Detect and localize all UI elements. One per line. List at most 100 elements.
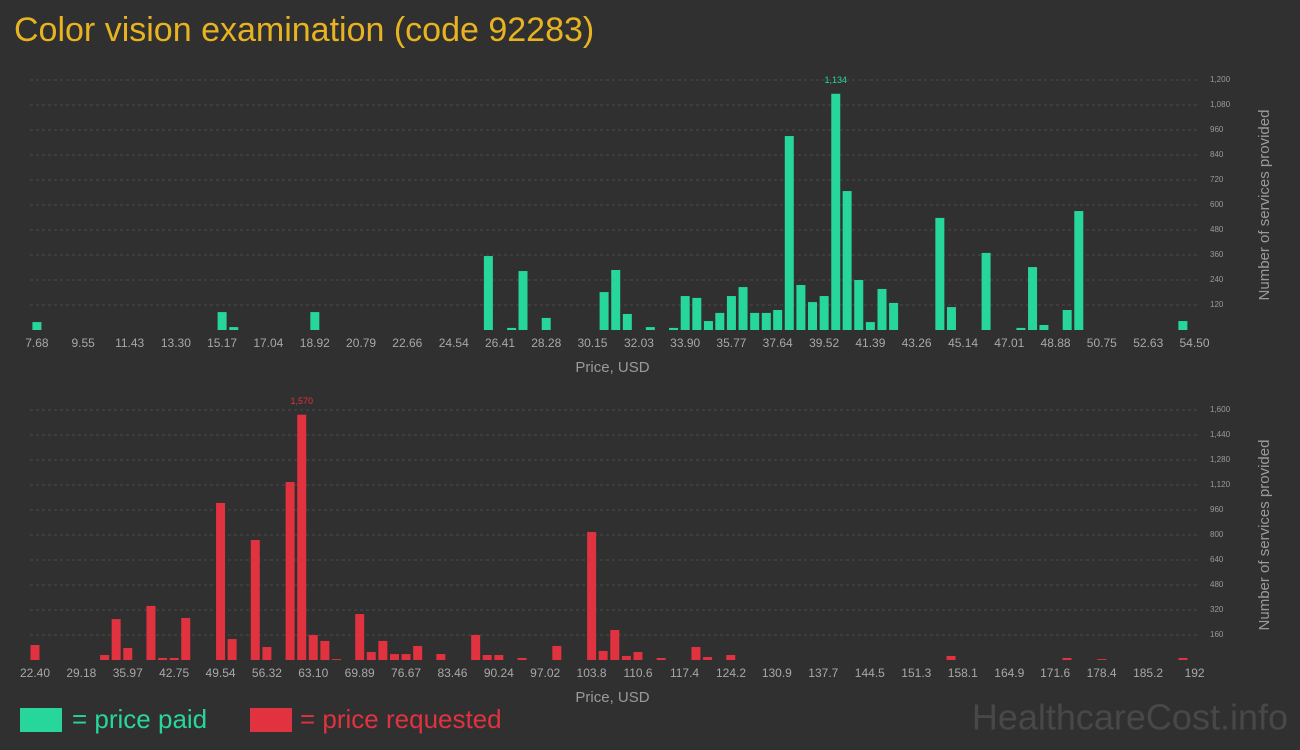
x-tick-label: 97.02	[530, 666, 560, 680]
bar	[773, 310, 783, 330]
x-tick-label: 144.5	[855, 666, 885, 680]
x-tick-label: 56.32	[252, 666, 282, 680]
bar	[1178, 657, 1188, 660]
y-tick-label: 480	[1210, 580, 1224, 589]
bar	[935, 217, 945, 330]
bar	[611, 270, 621, 330]
bar	[413, 645, 423, 660]
bar	[332, 659, 342, 660]
bar	[633, 652, 643, 660]
x-axis-title: Price, USD	[575, 689, 649, 706]
x-tick-label: 48.88	[1041, 336, 1071, 350]
bar	[297, 414, 307, 660]
x-tick-label: 103.8	[577, 666, 607, 680]
bar	[401, 654, 411, 660]
x-tick-label: 45.14	[948, 336, 978, 350]
x-tick-label: 24.54	[439, 336, 469, 350]
bar	[308, 635, 318, 660]
x-tick-label: 192	[1185, 666, 1205, 680]
bar	[738, 287, 748, 330]
x-tick-label: 63.10	[298, 666, 328, 680]
bar	[216, 502, 226, 660]
y-tick-label: 1,200	[1210, 75, 1231, 84]
bar	[482, 655, 492, 660]
bar	[1074, 211, 1084, 330]
bar	[784, 136, 794, 330]
y-tick-label: 640	[1210, 555, 1224, 564]
page-title: Color vision examination (code 92283)	[14, 11, 594, 49]
bar	[691, 647, 701, 660]
bar	[1062, 310, 1072, 330]
x-tick-label: 28.28	[531, 336, 561, 350]
bar	[669, 327, 679, 330]
x-tick-label: 117.4	[670, 666, 699, 680]
bar	[1062, 657, 1072, 660]
bar	[819, 296, 829, 330]
x-tick-label: 39.52	[809, 336, 839, 350]
x-tick-label: 164.9	[994, 666, 1024, 680]
bar	[366, 652, 376, 660]
bar	[355, 614, 365, 660]
bar	[518, 271, 528, 330]
bar	[32, 322, 42, 330]
bar	[750, 312, 760, 330]
x-tick-label: 7.68	[25, 336, 49, 350]
bar	[471, 635, 481, 660]
bar	[796, 285, 806, 330]
legend-swatch	[20, 708, 62, 732]
x-tick-label: 18.92	[300, 336, 330, 350]
y-tick-label: 1,080	[1210, 100, 1231, 109]
x-tick-label: 130.9	[762, 666, 792, 680]
x-tick-label: 35.77	[716, 336, 746, 350]
x-axis-title: Price, USD	[575, 359, 649, 376]
bar	[946, 655, 956, 660]
x-tick-label: 76.67	[391, 666, 421, 680]
value-label: 1,134	[824, 75, 847, 85]
bar	[483, 256, 493, 330]
bar	[517, 657, 527, 660]
bar	[621, 655, 631, 660]
bar	[703, 657, 713, 660]
bar	[30, 645, 40, 660]
x-tick-label: 178.4	[1087, 666, 1117, 680]
x-tick-label: 20.79	[346, 336, 376, 350]
y-tick-label: 120	[1210, 300, 1224, 309]
bar	[854, 280, 864, 330]
y-tick-label: 800	[1210, 530, 1224, 539]
x-tick-label: 22.40	[20, 666, 50, 680]
y-axis-title: Number of services provided	[1256, 440, 1273, 631]
bar	[598, 650, 608, 660]
x-tick-label: 47.01	[994, 336, 1024, 350]
bar	[726, 655, 736, 660]
bar	[494, 655, 504, 660]
bar	[1178, 321, 1188, 330]
x-tick-label: 32.03	[624, 336, 654, 350]
bar	[158, 657, 168, 660]
x-tick-label: 90.24	[484, 666, 514, 680]
y-tick-label: 600	[1210, 200, 1224, 209]
value-label: 1,570	[290, 396, 313, 406]
bar	[229, 327, 239, 330]
bar	[169, 657, 179, 660]
bar	[703, 321, 713, 330]
x-tick-label: 30.15	[577, 336, 607, 350]
x-tick-label: 11.43	[115, 336, 144, 350]
x-tick-label: 83.46	[437, 666, 467, 680]
x-tick-label: 15.17	[207, 336, 237, 350]
bar	[645, 327, 655, 330]
bar	[842, 191, 852, 330]
x-tick-label: 69.89	[345, 666, 375, 680]
x-tick-label: 42.75	[159, 666, 189, 680]
x-tick-label: 151.3	[901, 666, 931, 680]
bar	[100, 655, 110, 660]
bar	[146, 605, 156, 660]
x-tick-label: 37.64	[763, 336, 793, 350]
bar	[656, 657, 666, 660]
y-tick-label: 1,440	[1210, 430, 1231, 439]
legend-label: = price requested	[300, 704, 502, 734]
legend-swatch	[250, 708, 292, 732]
bar	[1028, 267, 1038, 330]
bar	[610, 630, 620, 660]
bar	[378, 640, 388, 660]
x-tick-label: 54.50	[1179, 336, 1209, 350]
